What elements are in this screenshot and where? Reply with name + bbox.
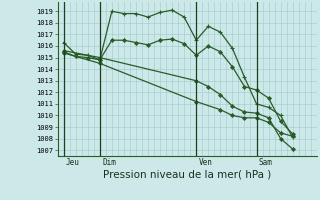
Text: Jeu: Jeu — [66, 158, 80, 167]
Text: Sam: Sam — [259, 158, 273, 167]
Text: Ven: Ven — [199, 158, 212, 167]
X-axis label: Pression niveau de la mer( hPa ): Pression niveau de la mer( hPa ) — [103, 170, 271, 180]
Text: Dim: Dim — [102, 158, 116, 167]
